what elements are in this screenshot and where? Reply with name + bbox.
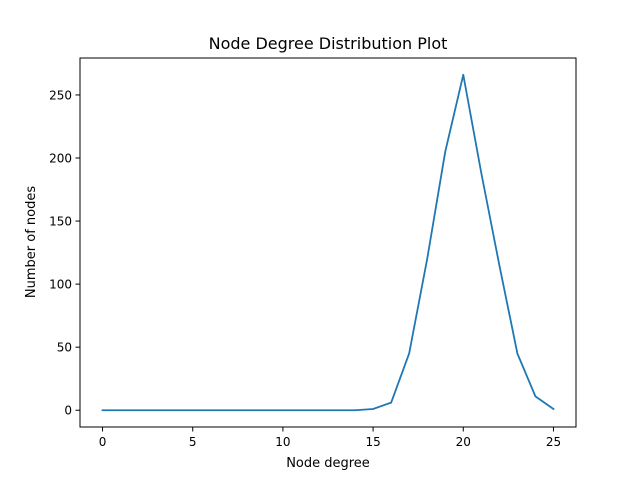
chart-title: Node Degree Distribution Plot [209,34,448,53]
x-tick-label: 15 [365,435,380,449]
y-axis-label: Number of nodes [24,186,39,298]
y-tick-label: 100 [49,278,72,292]
series-line-0 [101,73,555,412]
y-tick-label: 0 [64,404,72,418]
x-tick-label: 0 [99,435,107,449]
x-tick-label: 5 [189,435,197,449]
y-tick-label: 200 [49,152,72,166]
y-tick-label: 150 [49,215,72,229]
y-tick-label: 250 [49,88,72,102]
x-tick-label: 20 [456,435,471,449]
y-tick-label: 50 [57,341,72,355]
axes-frame [79,57,577,428]
x-axis-ticks: 0 5 10 15 20 25 [99,427,561,449]
y-axis-ticks: 0 50 100 150 200 250 [49,88,80,418]
x-tick-label: 25 [546,435,561,449]
x-tick-label: 10 [275,435,290,449]
x-axis-label: Node degree [286,456,370,471]
plot-area [79,57,577,428]
